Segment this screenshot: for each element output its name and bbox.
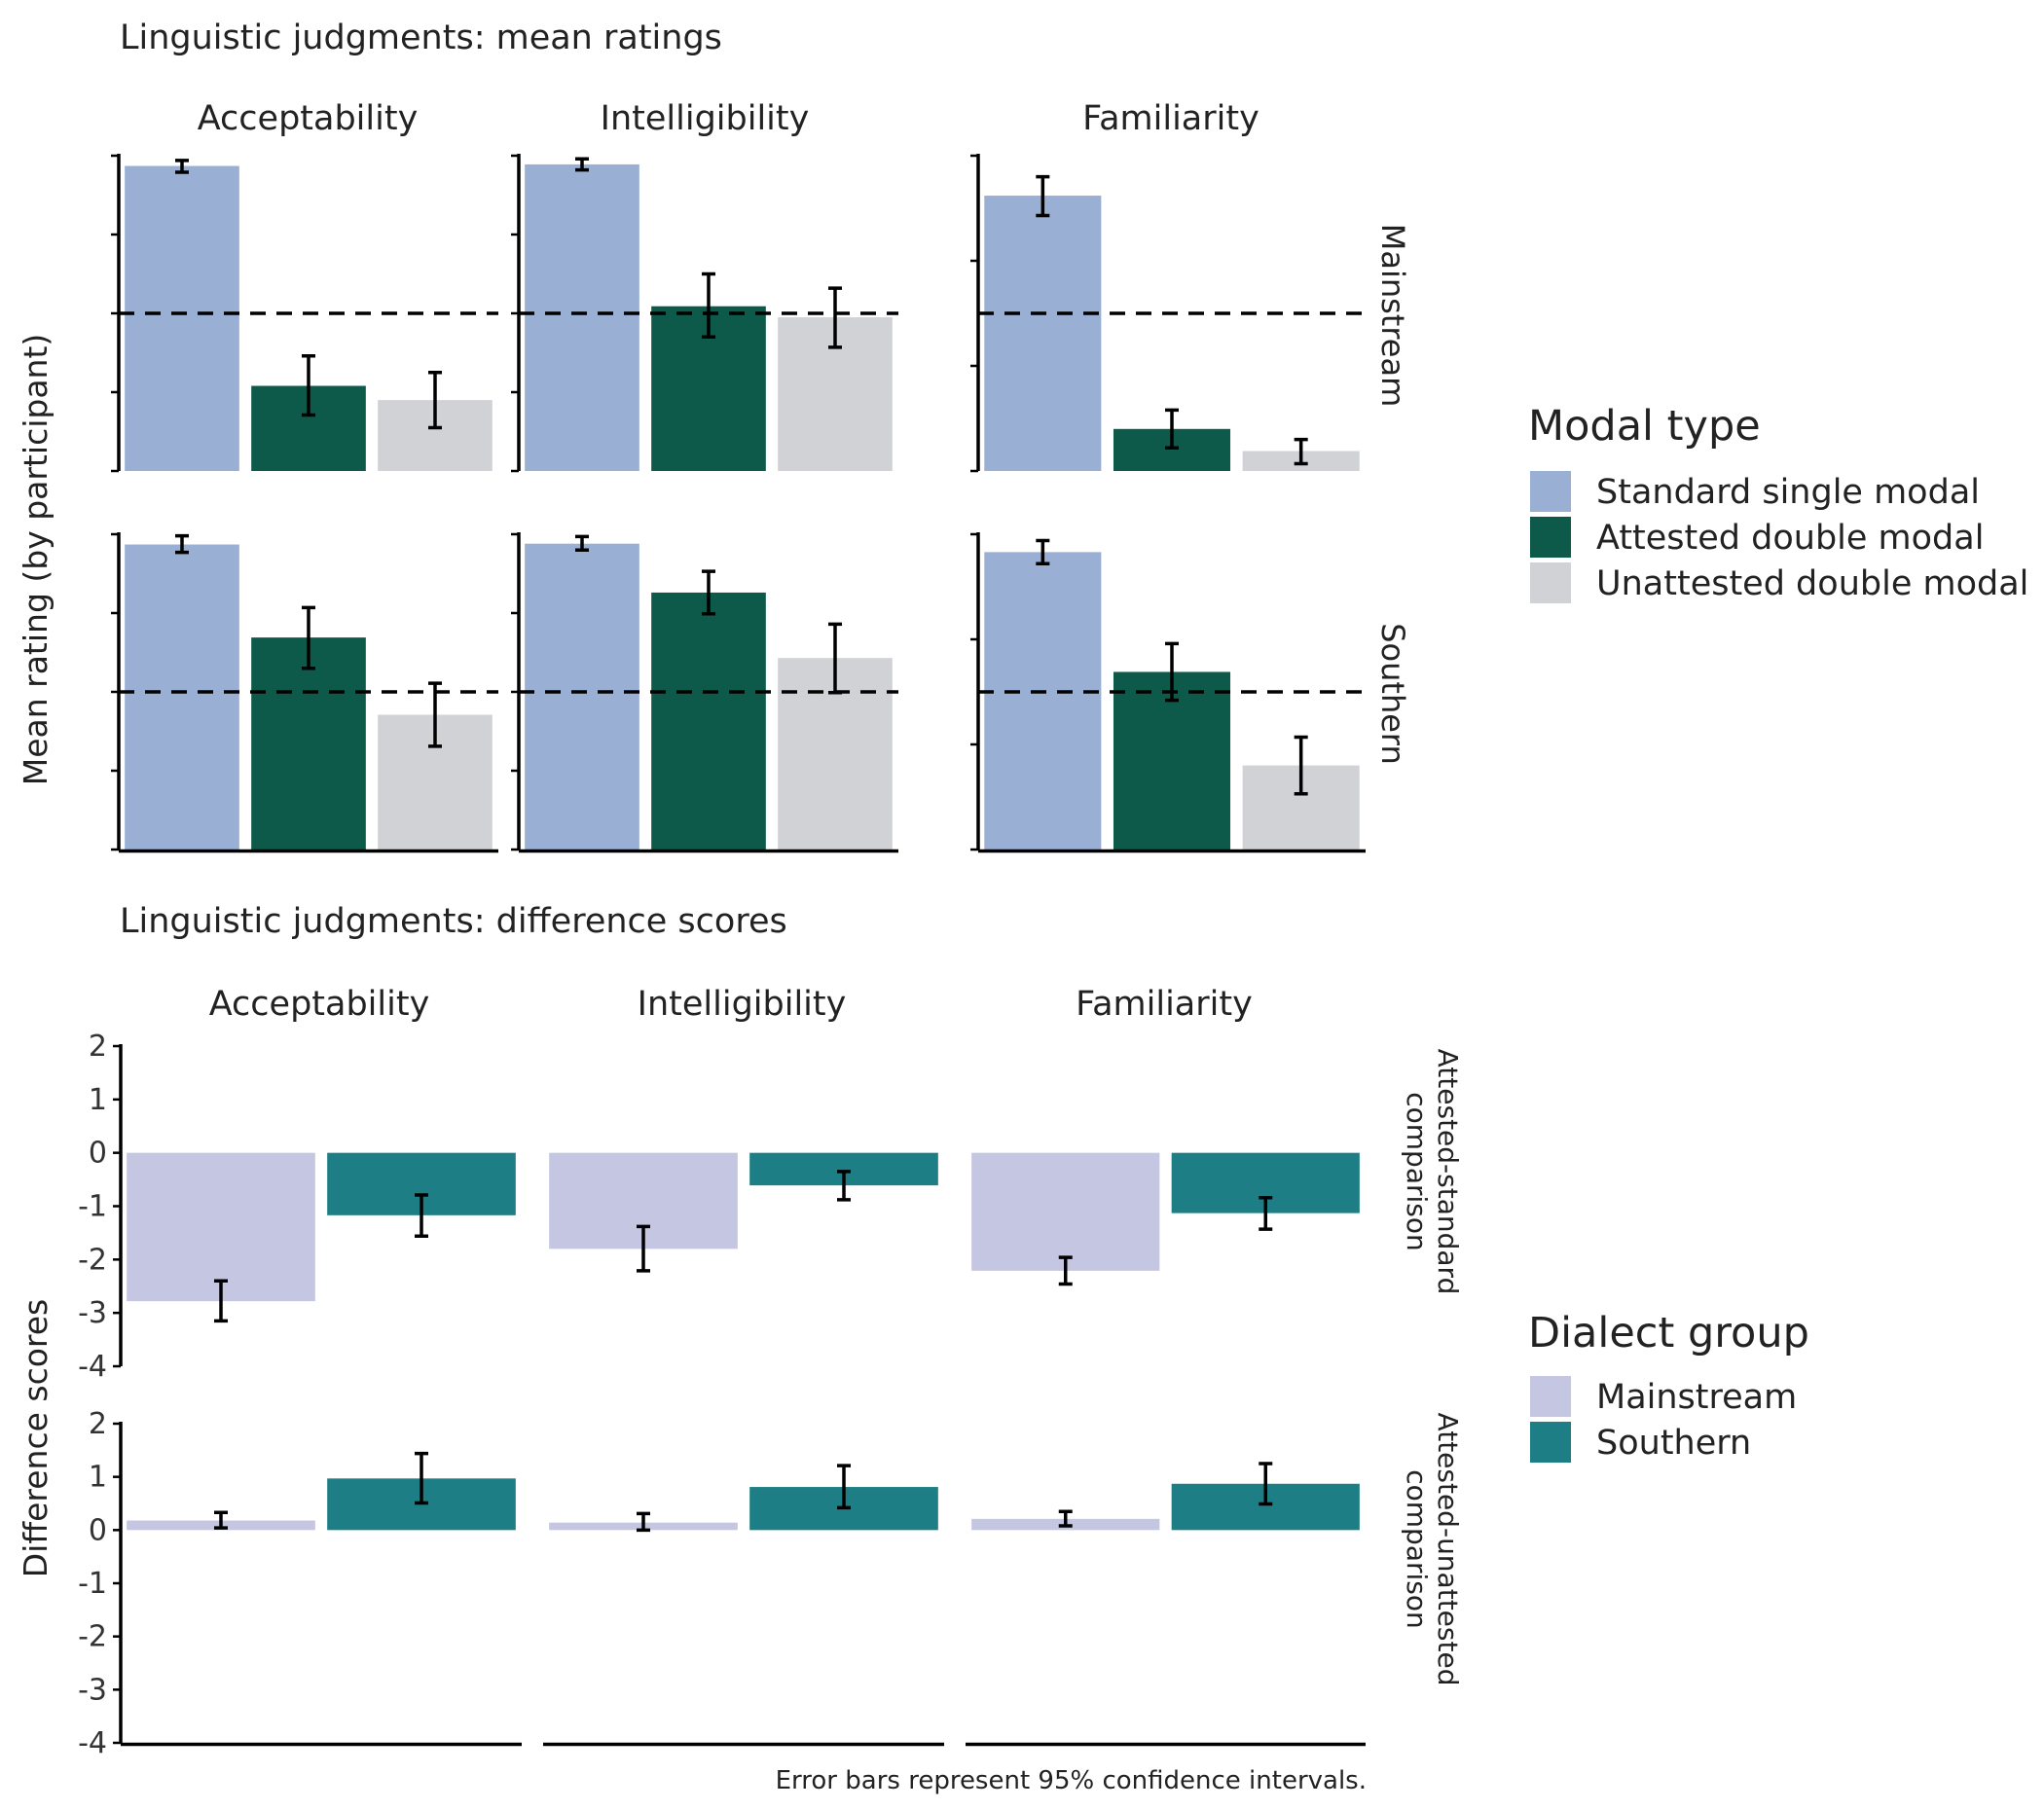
top-mainstream-intelligibility-bar-standard-single-modal [525,163,639,471]
row-label-attested-unattested-line2: comparison [1401,1469,1433,1629]
top-mainstream-acceptability-error-bar-unattested-double-modal [428,371,442,430]
legend-label-unattested-double-modal: Unattested double modal [1596,564,2028,603]
top-mainstream-acceptability-bar-standard-single-modal [125,165,239,471]
top-southern-familiarity-error-bar-unattested-double-modal [1294,735,1308,796]
bottom-attested-unattested-comparison-y-tick-label: -1 [78,1567,107,1601]
top-y-axis-title: Mean rating (by participant) [17,334,55,786]
top-southern-familiarity-error-bar-standard-single-modal [1036,538,1050,565]
bottom-attested-standard-comparison-y-tick-label: 0 [89,1137,107,1171]
plot-layer: -4 -3 -2 -1 0 1 2 -4 -3 -2 -1 0 1 2 [78,154,1366,1760]
caption: Error bars represent 95% confidence inte… [776,1766,1367,1795]
bottom-section-title: Linguistic judgments: difference scores [120,902,787,941]
top-mainstream-intelligibility-error-bar-unattested-double-modal [828,286,842,349]
bottom-attested-standard-comparison-y-tick-label: 1 [89,1083,107,1117]
legend-label-standard-single-modal: Standard single modal [1596,473,1980,512]
bottom-attested-standard-comparison-y-tick-label: -1 [78,1190,107,1224]
row-label-southern: Southern [1374,623,1411,765]
top-mainstream-familiarity-error-bar-standard-single-modal [1036,174,1050,218]
bottom-attested-unattested-comparison-intelligibility-error-bar-mainstream [637,1511,650,1533]
legend-swatch-southern [1530,1422,1571,1463]
bottom-attested-unattested-comparison-y-tick-label: 0 [89,1513,107,1547]
bottom-attested-standard-comparison-familiarity-error-bar-southern [1259,1195,1273,1231]
row-label-attested-unattested-line1: Attested-unattested [1432,1413,1464,1686]
legend-swatch-standard-single-modal [1530,471,1571,512]
top-southern-acceptability-bar-standard-single-modal [125,544,239,850]
top-southern-intelligibility-bar-attested-double-modal [651,592,766,850]
bottom-attested-standard-comparison-y-tick-label: 2 [89,1030,107,1064]
legend-label-attested-double-modal: Attested double modal [1596,519,1984,558]
bottom-attested-standard-comparison-acceptability-bar-mainstream [127,1152,315,1302]
legend-modal-type: Modal type Standard single modal Atteste… [1528,402,2028,603]
bottom-attested-unattested-comparison-familiarity-error-bar-mainstream [1058,1509,1073,1528]
top-mainstream-intelligibility-error-bar-attested-double-modal [702,272,715,340]
bottom-attested-unattested-comparison-y-tick-label: -3 [78,1673,107,1707]
bottom-attested-unattested-comparison-y-tick-label: -2 [78,1620,107,1654]
legend-label-mainstream: Mainstream [1596,1378,1797,1417]
top-southern-intelligibility-error-bar-standard-single-modal [575,534,589,552]
row-label-attested-standard-line1: Attested-standard [1432,1049,1464,1295]
top-mainstream-acceptability-error-bar-attested-double-modal [302,353,315,417]
bottom-y-axis-title: Difference scores [17,1299,55,1577]
top-facet-acceptability: Acceptability [198,99,419,138]
bottom-attested-unattested-comparison-intelligibility-error-bar-southern [837,1464,851,1510]
legend-swatch-unattested-double-modal [1530,562,1571,603]
top-southern-acceptability-error-bar-standard-single-modal [175,533,189,555]
bottom-attested-standard-comparison-intelligibility-error-bar-southern [837,1170,851,1202]
top-southern-acceptability-error-bar-attested-double-modal [302,605,315,670]
bottom-facet-intelligibility: Intelligibility [638,985,847,1024]
top-southern-familiarity-bar-standard-single-modal [984,552,1102,850]
legend-label-southern: Southern [1596,1424,1751,1463]
bottom-facet-acceptability: Acceptability [209,985,430,1024]
bottom-attested-standard-comparison-familiarity-bar-mainstream [971,1152,1160,1271]
bottom-attested-standard-comparison-intelligibility-error-bar-mainstream [637,1224,650,1273]
legend-swatch-mainstream [1530,1376,1571,1417]
top-southern-familiarity-error-bar-attested-double-modal [1165,641,1179,703]
bottom-attested-standard-comparison-y-tick-label: -4 [78,1350,107,1384]
bottom-attested-unattested-comparison-familiarity-error-bar-southern [1259,1462,1273,1506]
top-mainstream-intelligibility-error-bar-standard-single-modal [575,157,589,172]
top-facet-familiarity: Familiarity [1082,99,1259,138]
top-southern-intelligibility-bar-standard-single-modal [525,543,639,850]
top-mainstream-familiarity-bar-standard-single-modal [984,196,1102,472]
top-mainstream-acceptability-error-bar-standard-single-modal [175,159,189,174]
top-section-title: Linguistic judgments: mean ratings [120,18,722,57]
top-southern-acceptability-error-bar-unattested-double-modal [428,681,442,748]
bottom-attested-unattested-comparison-acceptability-error-bar-southern [415,1451,428,1505]
top-mainstream-familiarity-error-bar-unattested-double-modal [1294,437,1308,466]
legend-dialect-title: Dialect group [1528,1309,1809,1358]
top-facet-intelligibility: Intelligibility [601,99,810,138]
row-label-attested-standard-line2: comparison [1401,1092,1433,1251]
top-southern-intelligibility-error-bar-unattested-double-modal [828,622,842,695]
bottom-attested-standard-comparison-familiarity-error-bar-mainstream [1058,1255,1073,1286]
bottom-attested-standard-comparison-y-tick-label: -2 [78,1243,107,1277]
legend-dialect-group: Dialect group Mainstream Southern [1528,1309,1809,1463]
bottom-attested-unattested-comparison-y-tick-label: 2 [89,1407,107,1441]
bottom-attested-standard-comparison-acceptability-error-bar-southern [415,1193,428,1238]
row-label-mainstream: Mainstream [1374,224,1411,408]
bottom-attested-standard-comparison-acceptability-error-bar-mainstream [214,1279,228,1323]
top-mainstream-familiarity-error-bar-attested-double-modal [1165,408,1179,450]
top-southern-intelligibility-error-bar-attested-double-modal [702,569,715,616]
bottom-attested-unattested-comparison-y-tick-label: 1 [89,1461,107,1495]
bottom-attested-unattested-comparison-y-tick-label: -4 [78,1726,107,1760]
legend-swatch-attested-double-modal [1530,517,1571,558]
top-southern-acceptability-bar-attested-double-modal [251,637,366,850]
legend-modal-title: Modal type [1528,402,1761,451]
bottom-attested-standard-comparison-y-tick-label: -3 [78,1296,107,1330]
bottom-attested-unattested-comparison-acceptability-error-bar-mainstream [214,1510,228,1530]
bottom-facet-familiarity: Familiarity [1076,985,1253,1024]
